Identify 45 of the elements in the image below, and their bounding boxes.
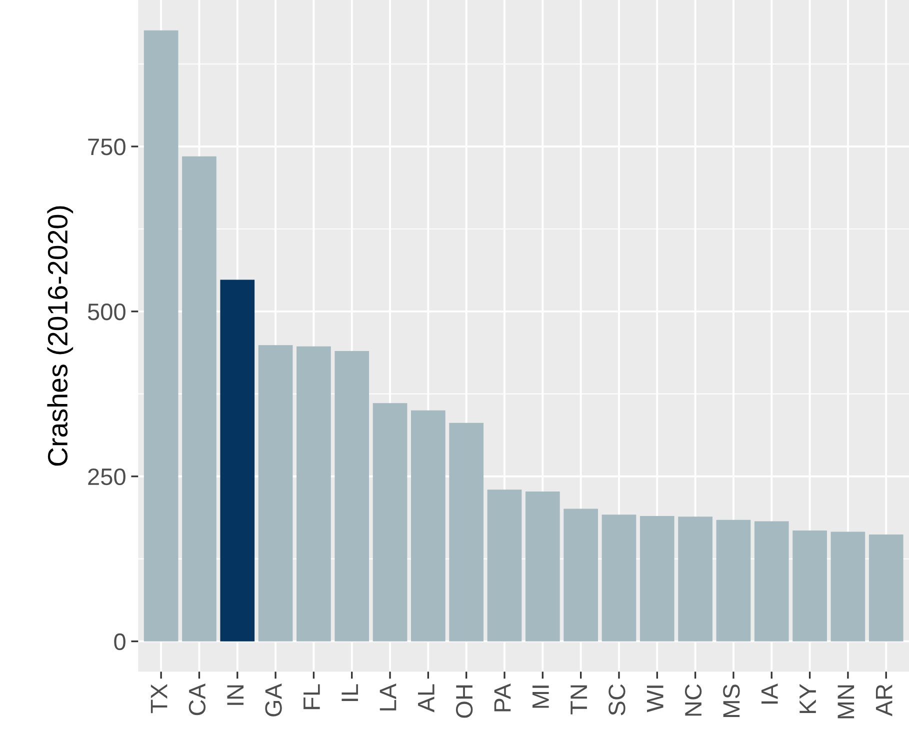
x-tick-label: OH: [456, 685, 473, 718]
x-tick-label: CA: [188, 684, 206, 716]
bar: [334, 351, 370, 642]
x-tick-label: KY: [800, 684, 816, 714]
y-tick-label: 0: [114, 633, 126, 650]
bar: [678, 516, 712, 642]
x-tick-label: AL: [418, 684, 434, 712]
x-tick-label: TX: [150, 684, 168, 714]
bar: [144, 30, 178, 642]
x-tick-label: GA: [265, 684, 282, 716]
bar: [868, 534, 904, 642]
y-tick-label: 500: [88, 303, 126, 320]
x-tick-label: MI: [532, 686, 549, 708]
bar: [564, 508, 598, 642]
x-tick-label: NC: [684, 684, 702, 716]
x-tick-label: WI: [647, 686, 664, 712]
x-tick-label: TN: [570, 685, 587, 714]
x-tick-label: SC: [608, 684, 626, 716]
bar: [525, 492, 560, 642]
x-tick-label: IN: [227, 685, 244, 705]
bar: [716, 520, 751, 642]
x-tick-label: LA: [380, 684, 396, 710]
y-tick-label: 250: [88, 468, 126, 486]
y-axis-title: Crashes (2016-2020): [47, 206, 74, 466]
x-tick-label: AR: [876, 684, 892, 716]
bar: [792, 530, 827, 642]
bar: [372, 403, 408, 642]
bar: [411, 410, 446, 642]
bar: [182, 156, 216, 642]
x-tick-label: IA: [761, 684, 778, 704]
bar: [258, 345, 293, 642]
bar: [220, 280, 255, 642]
bar: [449, 422, 484, 642]
x-tick-label: PA: [494, 684, 511, 712]
bar: [602, 514, 636, 642]
x-tick-label: IL: [342, 684, 358, 701]
y-tick-label: 750: [88, 138, 126, 156]
bar: [296, 346, 331, 642]
x-tick-label: MS: [723, 684, 740, 717]
bar: [754, 521, 789, 642]
x-tick-label: MN: [838, 685, 854, 718]
bar: [640, 516, 674, 642]
bar: [830, 532, 866, 642]
x-tick-label: FL: [304, 684, 320, 710]
bar: [487, 490, 522, 642]
